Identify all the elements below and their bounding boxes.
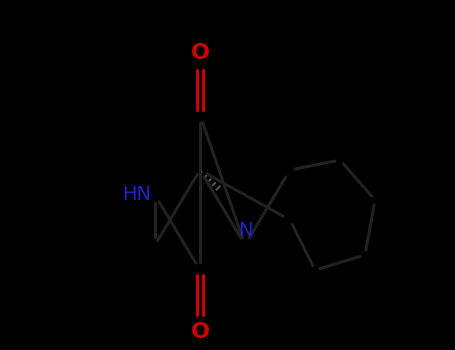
Text: O: O bbox=[191, 43, 209, 63]
Text: N: N bbox=[238, 221, 252, 240]
Text: HN: HN bbox=[122, 186, 151, 204]
Text: O: O bbox=[191, 322, 209, 342]
